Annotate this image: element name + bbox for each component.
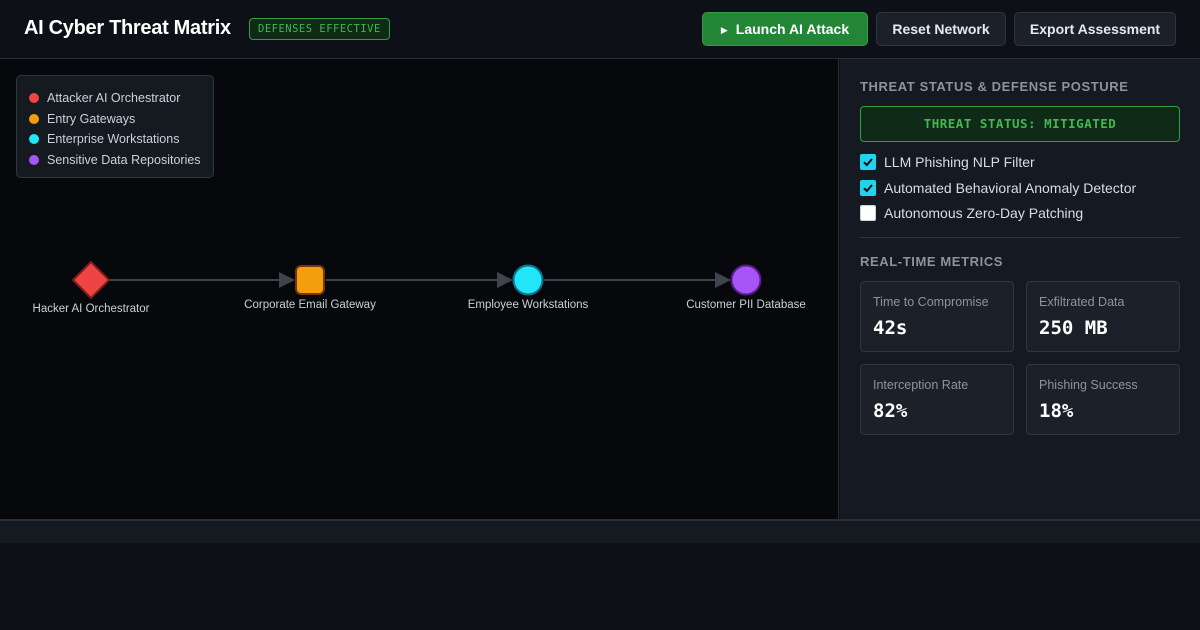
node-label-workstations: Employee Workstations xyxy=(467,299,589,311)
check-icon xyxy=(863,158,873,167)
metric-label: Time to Compromise xyxy=(873,295,989,309)
metric-label: Phishing Success xyxy=(1039,378,1138,392)
metric-value: 250 MB xyxy=(1039,317,1108,339)
checkbox-checked[interactable] xyxy=(860,154,876,170)
app-title: AI Cyber Threat Matrix xyxy=(24,17,231,39)
defense-label: Automated Behavioral Anomaly Detector xyxy=(884,180,1137,196)
defense-toggle-phishing-filter[interactable]: LLM Phishing NLP Filter xyxy=(860,153,1035,171)
reset-network-button[interactable]: Reset Network xyxy=(876,12,1006,46)
attack-path-graph xyxy=(71,260,762,300)
metric-card-time-to-compromise: Time to Compromise 42s xyxy=(860,281,1014,352)
posture-section-title: THREAT STATUS & DEFENSE POSTURE xyxy=(860,79,1129,94)
node-customer-pii-database[interactable] xyxy=(730,264,762,296)
metric-card-phishing-success: Phishing Success 18% xyxy=(1026,364,1180,435)
bottom-area xyxy=(0,543,1200,630)
legend-label: Sensitive Data Repositories xyxy=(47,152,201,167)
legend-item-workstations: Enterprise Workstations xyxy=(29,129,201,150)
metric-value: 82% xyxy=(873,400,908,422)
metric-card-exfiltrated-data: Exfiltrated Data 250 MB xyxy=(1026,281,1180,352)
top-bar: AI Cyber Threat Matrix DEFENSES EFFECTIV… xyxy=(0,0,1200,59)
node-hacker-ai-orchestrator[interactable] xyxy=(71,260,111,300)
legend-label: Attacker AI Orchestrator xyxy=(47,91,181,106)
checkbox-unchecked[interactable] xyxy=(860,205,876,221)
defense-toggle-anomaly-detector[interactable]: Automated Behavioral Anomaly Detector xyxy=(860,179,1136,197)
bottom-status-strip xyxy=(0,519,1200,543)
check-icon xyxy=(863,184,873,193)
metric-value: 18% xyxy=(1039,400,1074,422)
metrics-section-title: REAL-TIME METRICS xyxy=(860,254,1004,269)
node-label-gateway: Corporate Email Gateway xyxy=(244,299,376,311)
node-corporate-email-gateway[interactable] xyxy=(295,265,325,295)
defense-panel: THREAT STATUS & DEFENSE POSTURE THREAT S… xyxy=(840,59,1200,519)
defense-label: Autonomous Zero-Day Patching xyxy=(884,205,1084,221)
legend-item-gateways: Entry Gateways xyxy=(29,109,201,130)
launch-ai-attack-button[interactable]: ▶ Launch AI Attack xyxy=(702,12,868,46)
legend-item-repositories: Sensitive Data Repositories xyxy=(29,150,201,171)
network-canvas[interactable]: Hacker AI Orchestrator Corporate Email G… xyxy=(0,59,839,519)
defense-status-badge: DEFENSES EFFECTIVE xyxy=(249,18,390,40)
legend-dot-icon xyxy=(29,93,39,104)
defense-label: LLM Phishing NLP Filter xyxy=(884,154,1035,170)
legend-dot-icon xyxy=(29,154,39,165)
legend-label: Enterprise Workstations xyxy=(47,132,180,147)
threat-status-indicator: THREAT STATUS: MITIGATED xyxy=(860,106,1180,142)
legend-label: Entry Gateways xyxy=(47,111,136,126)
checkbox-checked[interactable] xyxy=(860,180,876,196)
node-label-orchestrator: Hacker AI Orchestrator xyxy=(32,303,150,315)
play-icon: ▶ xyxy=(720,25,728,35)
metric-label: Exfiltrated Data xyxy=(1039,295,1125,309)
defense-toggle-zero-day-patching[interactable]: Autonomous Zero-Day Patching xyxy=(860,204,1083,222)
node-employee-workstations[interactable] xyxy=(512,264,544,296)
metric-label: Interception Rate xyxy=(873,378,969,392)
graph-legend: Attacker AI Orchestrator Entry Gateways … xyxy=(16,75,214,178)
legend-dot-icon xyxy=(29,113,39,124)
legend-item-attacker: Attacker AI Orchestrator xyxy=(29,88,201,109)
metric-value: 42s xyxy=(873,317,908,339)
node-label-database: Customer PII Database xyxy=(686,299,806,311)
export-assessment-button[interactable]: Export Assessment xyxy=(1014,12,1176,46)
section-divider xyxy=(860,237,1180,238)
legend-dot-icon xyxy=(29,134,39,145)
launch-ai-attack-label: Launch AI Attack xyxy=(735,21,850,37)
metric-card-interception-rate: Interception Rate 82% xyxy=(860,364,1014,435)
